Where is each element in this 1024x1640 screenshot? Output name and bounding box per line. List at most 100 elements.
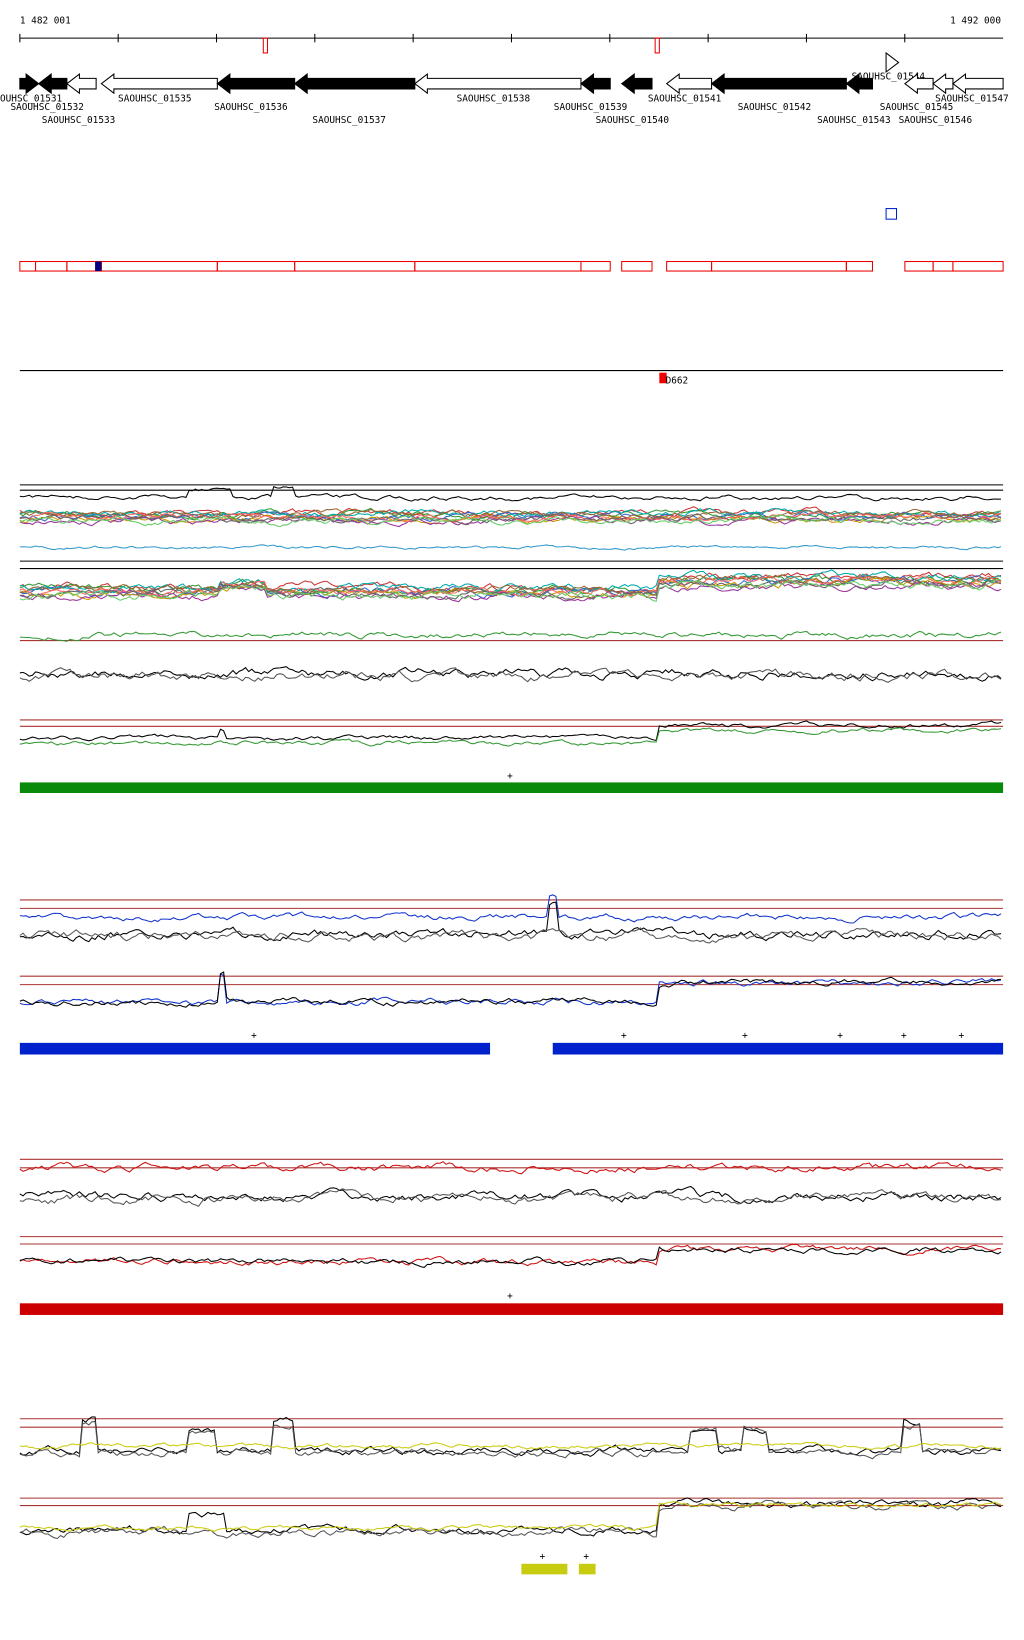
signal-line [19, 508, 1002, 520]
gene-arrow [100, 73, 218, 95]
signal-line [19, 927, 1002, 944]
signal-line [19, 578, 1002, 602]
signal-line [19, 1497, 1002, 1537]
signal-line [19, 1416, 1002, 1458]
strand-sign: + [958, 1031, 964, 1042]
gene-arrow [293, 73, 416, 95]
gene-label: SAOUHSC_01539 [554, 102, 628, 113]
gene-arrow [665, 73, 713, 95]
region-box [845, 260, 874, 272]
signal-line [19, 513, 1002, 525]
gene-label: SAOUHSC_01536 [214, 102, 288, 113]
region-box [294, 260, 416, 272]
feature-marker [659, 372, 667, 384]
signal-line [19, 544, 1002, 551]
scale-marker [262, 37, 269, 54]
strand-sign: + [837, 1031, 843, 1042]
gene-arrow [932, 73, 954, 95]
region-mark [95, 261, 102, 272]
gene-label: SAOUHSC_01544 [852, 71, 926, 82]
gene-arrow [216, 73, 296, 95]
strand-sign: + [901, 1031, 907, 1042]
signal-line [19, 1500, 1002, 1532]
strand-sign: + [539, 1551, 545, 1562]
signal-line [19, 667, 1002, 683]
gene-label: SAOUHSC_01543 [817, 115, 891, 126]
signal-line [19, 486, 1002, 502]
gene-label: SAOUHSC_01532 [10, 102, 84, 113]
signal-line [19, 1188, 1002, 1208]
scale-marker [654, 37, 660, 54]
signal-line [19, 720, 1002, 742]
signal-line [19, 1185, 1002, 1205]
signal-line [19, 1246, 1002, 1269]
gene-arrow [620, 73, 653, 95]
signal-line [19, 573, 1002, 596]
signal-line [19, 666, 1002, 682]
signal-line [19, 630, 1002, 642]
signal-line [19, 727, 1002, 747]
gene-label: SAOUHSC_01537 [312, 115, 386, 126]
gene-arrow [710, 73, 847, 95]
signal-line [19, 1161, 1002, 1175]
strand-sign: + [742, 1031, 748, 1042]
signal-line [19, 1243, 1002, 1267]
strand-sign: + [251, 1031, 257, 1042]
region-box [932, 260, 954, 272]
gene-arrow [580, 73, 611, 95]
region-box [100, 260, 218, 272]
strand-sign: + [621, 1031, 627, 1042]
signal-line [19, 569, 1002, 594]
scale-start: 1 482 001 [20, 15, 71, 26]
gene-label: SAOUHSC_01538 [457, 94, 531, 105]
region-box [414, 260, 582, 272]
region-box [580, 260, 611, 272]
region-box [216, 260, 296, 272]
track-bar [19, 1303, 1004, 1315]
signal-line [19, 514, 1002, 528]
signal-line [19, 577, 1002, 601]
strand-sign: + [583, 1551, 589, 1562]
gene-arrow [952, 73, 1004, 95]
signal-line [19, 971, 1002, 1008]
signal-line [19, 1420, 1002, 1460]
region-box [952, 260, 1004, 272]
signal-line [19, 574, 1002, 596]
strand-sign: + [507, 771, 513, 782]
signal-line [19, 1441, 1002, 1450]
gene-label: SAOUHSC_01545 [880, 102, 954, 113]
gene-label: SAOUHSC_01546 [899, 115, 973, 126]
scale-end: 1 492 000 [950, 15, 1001, 26]
signal-line [19, 511, 1002, 523]
region-box [666, 260, 713, 272]
gene-arrow [413, 73, 582, 95]
region-box [904, 260, 934, 272]
gene-label: SAOUHSC_01542 [738, 102, 812, 113]
gene-label: SAOUHSC_01535 [118, 94, 192, 105]
signal-line [19, 894, 1002, 924]
track-bar [19, 1042, 491, 1055]
track-bar [521, 1563, 568, 1575]
gene-label: SAOUHSC_01540 [596, 115, 670, 126]
signal-line [19, 1499, 1002, 1540]
region-box [19, 260, 37, 272]
gene-arrow [66, 73, 97, 95]
region-box [621, 260, 653, 272]
gene-arrow [845, 73, 874, 95]
track-bar [552, 1042, 1004, 1055]
gene-arrow [885, 51, 900, 74]
blue-box [885, 208, 898, 220]
track-bar [19, 782, 1004, 794]
feature-label: D662 [666, 375, 689, 386]
gene-label: SAOUHSC_01541 [648, 94, 722, 105]
track-bar [578, 1563, 596, 1575]
region-box [711, 260, 847, 272]
gene-label: SAOUHSC_01547 [935, 94, 1009, 105]
gene-arrow [37, 73, 68, 95]
gene-label: SAOUHSC_01533 [42, 115, 116, 126]
signal-line [19, 973, 1002, 1006]
signal-line [19, 513, 1002, 526]
gene-arrow [19, 73, 40, 95]
